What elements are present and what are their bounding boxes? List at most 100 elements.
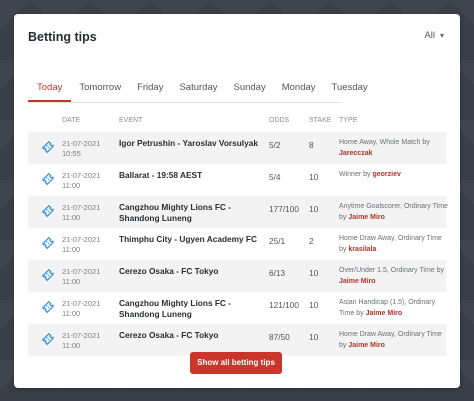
- tipster-link[interactable]: Jaime Miro: [348, 213, 385, 221]
- tips-table: DATE EVENT ODDS STAKE TYPE 21-07-2021 10:…: [28, 110, 449, 356]
- tab-tomorrow[interactable]: Tomorrow: [79, 82, 122, 93]
- col-event: EVENT: [119, 117, 143, 124]
- tip-type: Anytime Goalscorer, Ordinary Time by Jai…: [339, 202, 449, 223]
- tip-odds: 121/100: [269, 300, 299, 310]
- table-body: 21-07-2021 10:55 Igor Petrushin - Yaroslav…: [28, 132, 449, 356]
- tip-date: 21-07-2021 10:55: [62, 139, 100, 159]
- tip-odds: 6/13: [269, 268, 286, 278]
- table-row[interactable]: 21-07-2021 11:00 Cangzhou Mighty Lions FC …: [28, 292, 446, 324]
- tip-event[interactable]: Cangzhou Mighty Lions FC - Shandong Lune…: [119, 298, 231, 319]
- tip-date-time: 11:00: [62, 309, 81, 318]
- tip-date-day: 21-07-2021: [62, 299, 101, 308]
- tip-stake: 10: [309, 332, 319, 342]
- ticket-icon: [41, 268, 55, 282]
- col-date: DATE: [62, 117, 81, 124]
- tip-stake: 2: [309, 236, 314, 246]
- tip-date-day: 21-07-2021: [62, 235, 101, 244]
- tab-tuesday[interactable]: Tuesday: [331, 82, 368, 93]
- betting-tips-card: Betting tips All ▾ Today Tomorrow Friday Sa…: [14, 14, 460, 388]
- chevron-down-icon: ▾: [439, 31, 444, 40]
- tip-event[interactable]: Cerezo Osaka - FC Tokyo: [119, 266, 219, 276]
- tip-date: 21-07-2021 11:00: [62, 299, 100, 319]
- ticket-icon: [41, 140, 55, 154]
- tip-type: Over/Under 1.5, Ordinary Time by Jaime M…: [339, 266, 449, 287]
- tip-type-text: Home Draw Away, Ordinary Time by: [339, 331, 442, 349]
- card-header: Betting tips All ▾: [14, 14, 460, 58]
- tip-type-text: Anytime Goalscorer, Ordinary Time by: [339, 203, 448, 221]
- tipster-link[interactable]: Jaime Miro: [348, 341, 385, 349]
- day-tabs: Today Tomorrow Friday Saturday Sunday Monday T…: [28, 72, 368, 103]
- table-row[interactable]: 21-07-2021 11:00 Thimphu City - Ugyen Acad…: [28, 228, 446, 260]
- tip-type: Home Draw Away, Ordinary Time by krasila…: [339, 234, 449, 255]
- tip-date-time: 11:00: [62, 213, 81, 222]
- tip-odds: 25/1: [269, 236, 286, 246]
- tip-event[interactable]: Cerezo Osaka - FC Tokyo: [119, 330, 219, 340]
- tip-odds: 87/50: [269, 332, 290, 342]
- tab-today[interactable]: Today: [28, 72, 72, 102]
- tip-date-day: 21-07-2021: [62, 139, 101, 148]
- tip-type: Home Away, Whole Match by Jarecczak: [339, 138, 449, 159]
- tab-sunday[interactable]: Sunday: [233, 82, 266, 93]
- ticket-icon: [41, 300, 55, 314]
- tip-odds: 5/2: [269, 140, 281, 150]
- tip-date-day: 21-07-2021: [62, 267, 101, 276]
- table-row[interactable]: 21-07-2021 11:00 Cerezo Osaka - FC Tokyo 87…: [28, 324, 446, 356]
- tip-type-text: Home Away, Whole Match by: [339, 139, 430, 146]
- tipster-link[interactable]: Jarecczak: [339, 149, 373, 157]
- tipster-link[interactable]: georziev: [372, 171, 401, 178]
- table-row[interactable]: 21-07-2021 11:00 Cerezo Osaka - FC Tokyo 6/…: [28, 260, 446, 292]
- tab-monday[interactable]: Monday: [281, 82, 316, 93]
- show-all-tips-button[interactable]: Show all betting tips: [190, 352, 282, 374]
- tip-date-time: 10:55: [62, 149, 81, 158]
- table-row[interactable]: 21-07-2021 10:55 Igor Petrushin - Yaroslav…: [28, 132, 446, 164]
- tip-event[interactable]: Igor Petrushin - Yaroslav Vorsulyak: [119, 138, 258, 148]
- filter-value: All: [424, 30, 435, 41]
- tip-type: Home Draw Away, Ordinary Time by Jaime M…: [339, 330, 449, 351]
- tip-date-time: 11:00: [62, 341, 81, 350]
- ticket-icon: [41, 236, 55, 250]
- tip-type-text: Winner by: [339, 171, 373, 178]
- tab-friday[interactable]: Friday: [137, 82, 164, 93]
- card-title: Betting tips: [28, 30, 97, 44]
- tip-stake: 8: [309, 140, 314, 150]
- tipster-link[interactable]: Jaime Miro: [365, 309, 403, 317]
- tip-type-text: Asian Handicap (1.5), Ordinary Time by: [339, 299, 436, 317]
- tip-stake: 10: [309, 268, 319, 278]
- tip-stake: 10: [309, 204, 319, 214]
- tipster-link[interactable]: Jaime Miro: [339, 277, 376, 285]
- tip-date: 21-07-2021 11:00: [62, 331, 100, 351]
- tip-event[interactable]: Ballarat - 19:58 AEST: [119, 170, 203, 180]
- ticket-icon: [41, 332, 55, 346]
- ticket-icon: [41, 204, 55, 218]
- col-stake: STAKE: [309, 117, 332, 124]
- tipster-link[interactable]: krasilala: [348, 245, 377, 253]
- col-odds: ODDS: [269, 117, 290, 124]
- tip-type: Winner by georziev: [339, 170, 449, 181]
- tip-date: 21-07-2021 11:00: [62, 267, 100, 287]
- ticket-icon: [41, 172, 55, 186]
- tip-stake: 10: [309, 300, 319, 310]
- tip-event[interactable]: Cangzhou Mighty Lions FC - Shandong Lune…: [119, 202, 231, 223]
- tip-date-time: 11:00: [62, 277, 81, 286]
- tip-date-day: 21-07-2021: [62, 203, 101, 212]
- tip-odds: 177/100: [269, 204, 299, 214]
- tip-odds: 5/4: [269, 172, 281, 182]
- tip-type-text: Home Draw Away, Ordinary Time by: [339, 235, 442, 253]
- tip-date-time: 11:00: [62, 181, 81, 190]
- col-type: TYPE: [339, 117, 358, 124]
- table-row[interactable]: 21-07-2021 11:00 Ballarat - 19:58 AEST 5/4 1…: [28, 164, 446, 196]
- tip-date-day: 21-07-2021: [62, 171, 101, 180]
- filter-dropdown[interactable]: All ▾: [424, 30, 444, 41]
- tip-date: 21-07-2021 11:00: [62, 203, 100, 223]
- tip-date-day: 21-07-2021: [62, 331, 101, 340]
- tip-date: 21-07-2021 11:00: [62, 235, 100, 255]
- table-header: DATE EVENT ODDS STAKE TYPE: [28, 110, 446, 132]
- tip-stake: 10: [309, 172, 319, 182]
- table-row[interactable]: 21-07-2021 11:00 Cangzhou Mighty Lions FC …: [28, 196, 449, 228]
- tip-event[interactable]: Thimphu City - Ugyen Academy FC: [119, 234, 257, 244]
- tip-date-time: 11:00: [62, 245, 81, 254]
- tab-saturday[interactable]: Saturday: [179, 82, 218, 93]
- tip-type: Asian Handicap (1.5), Ordinary Time by J…: [339, 298, 449, 319]
- tip-date: 21-07-2021 11:00: [62, 171, 100, 191]
- tip-type-text: Over/Under 1.5, Ordinary Time by: [339, 267, 445, 274]
